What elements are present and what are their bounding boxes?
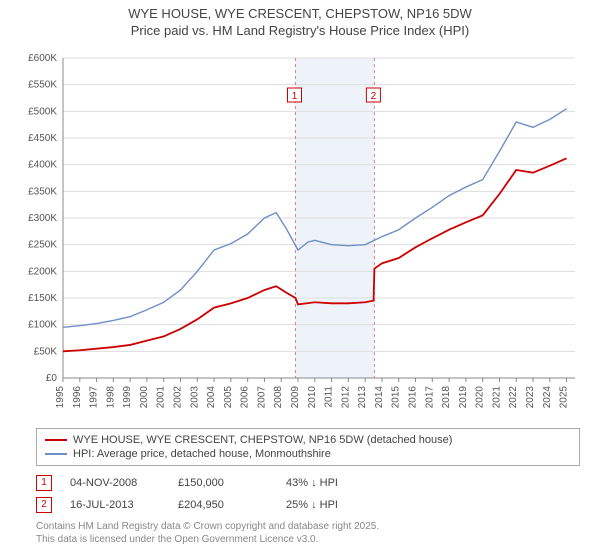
svg-text:£600K: £600K: [28, 53, 57, 64]
svg-text:2012: 2012: [340, 385, 351, 408]
svg-text:2010: 2010: [307, 385, 318, 408]
svg-text:£50K: £50K: [34, 346, 58, 357]
svg-text:£200K: £200K: [28, 266, 57, 277]
svg-text:2025: 2025: [559, 385, 570, 408]
footer: Contains HM Land Registry data © Crown c…: [36, 520, 580, 546]
legend-block: WYE HOUSE, WYE CRESCENT, CHEPSTOW, NP16 …: [36, 428, 580, 516]
svg-text:2024: 2024: [542, 385, 553, 408]
svg-text:2004: 2004: [206, 385, 217, 408]
legend-item-hpi: HPI: Average price, detached house, Monm…: [45, 447, 571, 461]
svg-text:£500K: £500K: [28, 106, 57, 117]
svg-text:£0: £0: [46, 373, 58, 384]
legend-label-property: WYE HOUSE, WYE CRESCENT, CHEPSTOW, NP16 …: [73, 434, 452, 446]
legend-box: WYE HOUSE, WYE CRESCENT, CHEPSTOW, NP16 …: [36, 428, 580, 466]
svg-text:£100K: £100K: [28, 319, 57, 330]
marker-badge-1: 1: [36, 475, 52, 491]
legend-swatch-hpi: [45, 453, 67, 455]
marker-row-1: 1 04-NOV-2008 £150,000 43% ↓ HPI: [36, 472, 580, 494]
svg-text:2: 2: [371, 91, 377, 102]
svg-text:£300K: £300K: [28, 213, 57, 224]
svg-text:2006: 2006: [240, 385, 251, 408]
svg-text:1998: 1998: [105, 385, 116, 408]
svg-text:£550K: £550K: [28, 79, 57, 90]
chart-area: £0 £50K £100K £150K £200K £250K £300K £350K £400…: [15, 48, 585, 418]
svg-text:2002: 2002: [173, 385, 184, 408]
marker-row-2: 2 16-JUL-2013 £204,950 25% ↓ HPI: [36, 494, 580, 516]
svg-text:£250K: £250K: [28, 239, 57, 250]
svg-text:2017: 2017: [424, 385, 435, 408]
svg-text:2021: 2021: [491, 385, 502, 408]
title-line2: Price paid vs. HM Land Registry's House …: [0, 23, 600, 40]
svg-text:2019: 2019: [458, 385, 469, 408]
svg-text:2022: 2022: [508, 385, 519, 408]
svg-text:2000: 2000: [139, 385, 150, 408]
marker-badge-2: 2: [36, 497, 52, 513]
svg-text:2007: 2007: [256, 385, 267, 408]
svg-text:2014: 2014: [374, 385, 385, 408]
svg-text:2016: 2016: [408, 385, 419, 408]
marker-price-2: £204,950: [178, 499, 268, 511]
svg-text:1997: 1997: [89, 385, 100, 408]
legend-label-hpi: HPI: Average price, detached house, Monm…: [73, 448, 331, 460]
line-chart: £0 £50K £100K £150K £200K £250K £300K £350K £400…: [15, 48, 585, 418]
chart-title: WYE HOUSE, WYE CRESCENT, CHEPSTOW, NP16 …: [0, 0, 600, 40]
title-line1: WYE HOUSE, WYE CRESCENT, CHEPSTOW, NP16 …: [0, 6, 600, 23]
marker-delta-2: 25% ↓ HPI: [286, 499, 376, 511]
marker-price-1: £150,000: [178, 477, 268, 489]
svg-text:£350K: £350K: [28, 186, 57, 197]
svg-text:£400K: £400K: [28, 159, 57, 170]
svg-text:1999: 1999: [122, 385, 133, 408]
svg-text:2020: 2020: [475, 385, 486, 408]
svg-text:2005: 2005: [223, 385, 234, 408]
svg-text:£450K: £450K: [28, 133, 57, 144]
marker-date-2: 16-JUL-2013: [70, 499, 160, 511]
svg-text:2011: 2011: [324, 385, 335, 407]
footer-line1: Contains HM Land Registry data © Crown c…: [36, 520, 580, 533]
svg-text:2009: 2009: [290, 385, 301, 408]
marker-delta-1: 43% ↓ HPI: [286, 477, 376, 489]
svg-text:2023: 2023: [525, 385, 536, 408]
legend-item-property: WYE HOUSE, WYE CRESCENT, CHEPSTOW, NP16 …: [45, 433, 571, 447]
svg-text:£150K: £150K: [28, 293, 57, 304]
svg-text:1995: 1995: [55, 385, 66, 408]
legend-swatch-property: [45, 439, 67, 441]
footer-line2: This data is licensed under the Open Gov…: [36, 533, 580, 546]
svg-text:2003: 2003: [189, 385, 200, 408]
svg-text:1: 1: [292, 91, 298, 102]
svg-text:2013: 2013: [357, 385, 368, 408]
svg-text:2001: 2001: [156, 385, 167, 408]
svg-text:2015: 2015: [391, 385, 402, 408]
svg-text:1996: 1996: [72, 385, 83, 408]
svg-text:2018: 2018: [441, 385, 452, 408]
svg-text:2008: 2008: [273, 385, 284, 408]
marker-date-1: 04-NOV-2008: [70, 477, 160, 489]
